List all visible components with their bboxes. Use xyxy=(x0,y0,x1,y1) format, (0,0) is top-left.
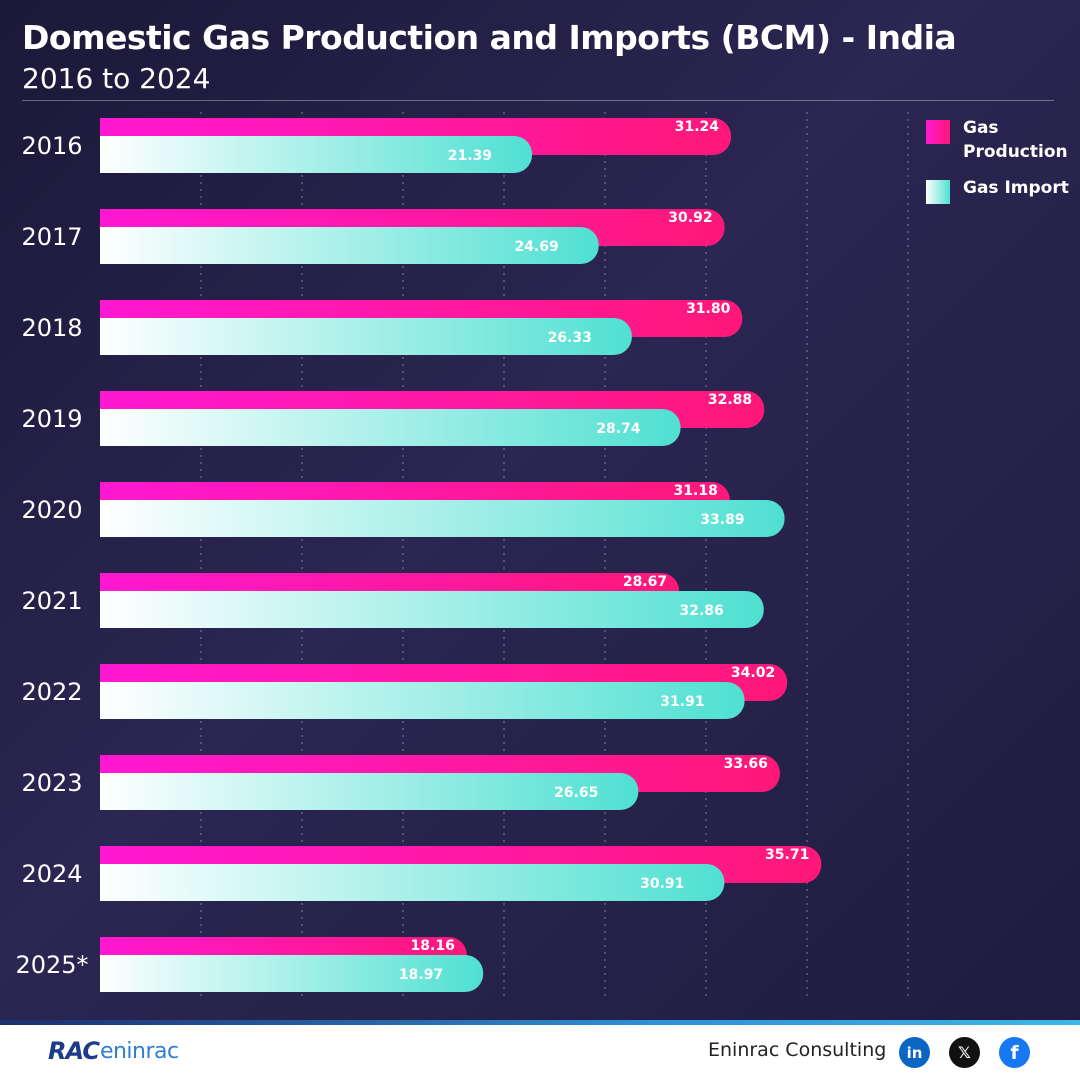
category-label: 2019 xyxy=(21,405,82,433)
bar-gas-import xyxy=(100,227,599,264)
value-label-production: 32.88 xyxy=(708,392,752,408)
value-label-import: 31.91 xyxy=(660,694,704,710)
chart-panel: Domestic Gas Production and Imports (BCM… xyxy=(0,0,1080,1020)
category-label: 2017 xyxy=(21,223,82,251)
value-label-production: 31.80 xyxy=(686,301,731,317)
legend-swatch-production xyxy=(926,120,950,144)
category-label: 2016 xyxy=(21,132,82,160)
chart-subtitle: 2016 to 2024 xyxy=(22,62,211,95)
value-label-production: 31.24 xyxy=(675,119,720,135)
bar-gas-import xyxy=(100,591,764,628)
x-icon[interactable]: 𝕏 xyxy=(949,1037,980,1068)
footer: RAC eninrac Eninrac Consulting in 𝕏 f xyxy=(0,1025,1080,1080)
value-label-production: 35.71 xyxy=(765,847,809,863)
bar-chart: 2016 31.24 21.39 2017 30.92 24.69 2018 31.80 26.… xyxy=(15,118,822,992)
value-label-import: 33.89 xyxy=(700,512,744,528)
chart-title: Domestic Gas Production and Imports (BCM… xyxy=(22,18,957,57)
value-label-import: 28.74 xyxy=(596,421,641,437)
value-label-import: 30.91 xyxy=(640,876,684,892)
bar-gas-import xyxy=(100,500,785,537)
legend-item-import: Gas Import xyxy=(926,176,1073,204)
value-label-production: 28.67 xyxy=(623,574,667,590)
bar-gas-import xyxy=(100,136,533,173)
company-name: Eninrac Consulting xyxy=(708,1039,887,1061)
value-label-production: 18.16 xyxy=(411,938,455,954)
value-label-import: 18.97 xyxy=(399,967,443,983)
bar-gas-import xyxy=(100,864,725,901)
value-label-import: 26.33 xyxy=(548,330,592,346)
linkedin-icon[interactable]: in xyxy=(899,1037,930,1068)
value-label-import: 21.39 xyxy=(448,148,492,164)
value-label-import: 32.86 xyxy=(679,603,723,619)
logo-wordmark: eninrac xyxy=(99,1038,179,1064)
category-label: 2022 xyxy=(21,678,82,706)
title-divider xyxy=(22,100,1054,101)
value-label-production: 31.18 xyxy=(674,483,718,499)
bars: 2016 31.24 21.39 2017 30.92 24.69 2018 31.80 26.… xyxy=(15,118,822,992)
logo-mark: RAC xyxy=(48,1037,100,1065)
legend-item-production: Gas Production xyxy=(926,116,1073,164)
category-label: 2020 xyxy=(21,496,82,524)
category-label: 2018 xyxy=(21,314,82,342)
value-label-import: 26.65 xyxy=(554,785,598,801)
legend-swatch-import xyxy=(926,180,950,204)
bar-gas-import xyxy=(100,318,632,355)
category-label: 2023 xyxy=(21,769,82,797)
category-label: 2024 xyxy=(21,860,82,888)
legend-label-production: Gas Production xyxy=(963,118,1068,162)
value-label-production: 34.02 xyxy=(731,665,775,681)
bar-gas-import xyxy=(100,955,484,992)
value-label-import: 24.69 xyxy=(514,239,558,255)
category-label: 2025* xyxy=(15,951,88,979)
company-logo: RAC eninrac xyxy=(48,1037,179,1065)
value-label-production: 30.92 xyxy=(668,210,712,226)
value-label-production: 33.66 xyxy=(724,756,768,772)
bar-gas-import xyxy=(100,682,745,719)
category-label: 2021 xyxy=(21,587,82,615)
facebook-icon[interactable]: f xyxy=(999,1037,1030,1068)
bar-gas-import xyxy=(100,773,639,810)
footer-accent-bar xyxy=(0,1020,1080,1025)
legend-label-import: Gas Import xyxy=(963,178,1069,198)
bar-gas-import xyxy=(100,409,681,446)
